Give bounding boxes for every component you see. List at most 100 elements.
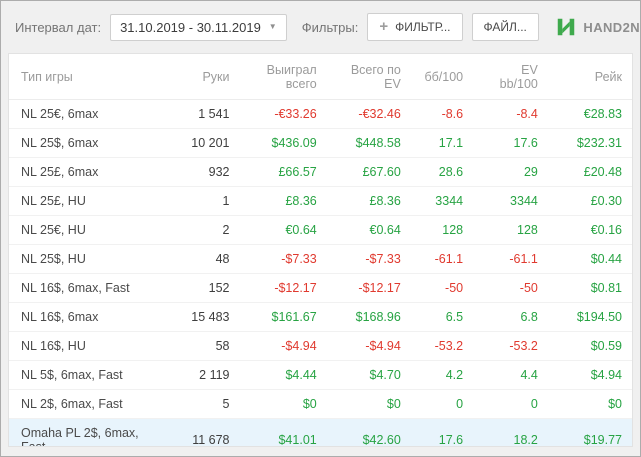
column-header-ev-bb100[interactable]: EV bb/100 [473, 54, 548, 100]
hands-cell: 932 [170, 157, 240, 187]
rake-cell: €28.83 [547, 99, 632, 129]
rake-cell: $0.44 [547, 244, 632, 274]
table-row[interactable]: NL 25€, 6max 1 541 -€33.26 -€32.46 -8.6 -8.4 €… [9, 99, 632, 129]
ev-bb100-cell: -8.4 [473, 99, 548, 129]
ev-bb100-cell: 0 [473, 389, 548, 419]
hands-cell: 5 [170, 389, 240, 419]
won-total-cell: £66.57 [239, 157, 327, 187]
bb100-cell: 4.2 [410, 360, 474, 390]
hands-cell: 58 [170, 331, 240, 361]
bb100-cell: -53.2 [410, 331, 474, 361]
game-type-cell: NL 2$, 6max, Fast [9, 389, 171, 419]
won-total-cell: -€33.26 [239, 99, 327, 129]
ev-bb100-cell: -61.1 [473, 244, 548, 274]
ev-bb100-cell: -53.2 [473, 331, 548, 361]
hands-cell: 2 [170, 215, 240, 245]
table-row[interactable]: Omaha PL 2$, 6max, Fast 11 678 $41.01 $42.6… [9, 418, 632, 446]
plus-icon: + [379, 18, 389, 35]
stats-panel: Тип игры Руки Выиграл всего Всего по EV бб/1… [8, 53, 633, 447]
ev-total-cell: -€32.46 [326, 99, 411, 129]
brand-text: HAND2N [583, 19, 640, 35]
ev-bb100-cell: 18.2 [473, 418, 548, 446]
file-button-label: ФАЙЛ... [483, 20, 527, 34]
ev-total-cell: -$4.94 [326, 331, 411, 361]
hands-cell: 48 [170, 244, 240, 274]
table-row[interactable]: NL 16$, HU 58 -$4.94 -$4.94 -53.2 -53.2 $0.59 [9, 331, 632, 361]
game-type-cell: NL 25$, 6max [9, 128, 171, 158]
rake-cell: £20.48 [547, 157, 632, 187]
bb100-cell: 128 [410, 215, 474, 245]
bb100-cell: 0 [410, 389, 474, 419]
bb100-cell: -50 [410, 273, 474, 303]
table-row[interactable]: NL 16$, 6max 15 483 $161.67 $168.96 6.5 6.8 $1… [9, 302, 632, 332]
game-type-cell: NL 25€, HU [9, 215, 171, 245]
bb100-cell: 17.6 [410, 418, 474, 446]
date-range-value: 31.10.2019 - 30.11.2019 [120, 19, 261, 35]
game-type-cell: NL 16$, 6max [9, 302, 171, 332]
won-total-cell: -$7.33 [239, 244, 327, 274]
hand2note-logo: HAND2N [555, 16, 640, 38]
game-type-cell: NL 16$, HU [9, 331, 171, 361]
table-row[interactable]: NL 25$, HU 48 -$7.33 -$7.33 -61.1 -61.1 $0.44 [9, 244, 632, 274]
game-type-cell: NL 25$, HU [9, 244, 171, 274]
ev-total-cell: $4.70 [326, 360, 411, 390]
rake-cell: €0.16 [547, 215, 632, 245]
file-button[interactable]: ФАЙЛ... [471, 13, 539, 41]
ev-total-cell: £8.36 [326, 186, 411, 216]
game-type-cell: NL 25€, 6max [9, 99, 171, 129]
table-row[interactable]: NL 16$, 6max, Fast 152 -$12.17 -$12.17 -50 -5… [9, 273, 632, 303]
table-row[interactable]: NL 25£, HU 1 £8.36 £8.36 3344 3344 £0.30 [9, 186, 632, 216]
date-range-picker[interactable]: 31.10.2019 - 30.11.2019 ▼ [110, 13, 287, 41]
column-header-ev-total[interactable]: Всего по EV [326, 54, 411, 100]
table-header-row: Тип игры Руки Выиграл всего Всего по EV бб/1… [9, 54, 632, 100]
ev-bb100-cell: 6.8 [473, 302, 548, 332]
table-row[interactable]: NL 25£, 6max 932 £66.57 £67.60 28.6 29 £20.48 [9, 157, 632, 187]
hands-cell: 1 [170, 186, 240, 216]
table-row[interactable]: NL 5$, 6max, Fast 2 119 $4.44 $4.70 4.2 4.4 $4… [9, 360, 632, 390]
ev-total-cell: €0.64 [326, 215, 411, 245]
column-header-bb100[interactable]: бб/100 [410, 54, 474, 100]
table-body: NL 25€, 6max 1 541 -€33.26 -€32.46 -8.6 -8.4 €… [9, 99, 632, 446]
rake-cell: $232.31 [547, 128, 632, 158]
ev-bb100-cell: 4.4 [473, 360, 548, 390]
rake-cell: $4.94 [547, 360, 632, 390]
column-header-won-total[interactable]: Выиграл всего [239, 54, 327, 100]
stats-table: Тип игры Руки Выиграл всего Всего по EV бб/1… [9, 54, 632, 446]
rake-cell: $0.81 [547, 273, 632, 303]
won-total-cell: $0 [239, 389, 327, 419]
won-total-cell: $436.09 [239, 128, 327, 158]
hands-cell: 15 483 [170, 302, 240, 332]
won-total-cell: -$12.17 [239, 273, 327, 303]
table-row[interactable]: NL 2$, 6max, Fast 5 $0 $0 0 0 $0 [9, 389, 632, 419]
rake-cell: $0 [547, 389, 632, 419]
bb100-cell: 6.5 [410, 302, 474, 332]
ev-bb100-cell: 3344 [473, 186, 548, 216]
table-row[interactable]: NL 25€, HU 2 €0.64 €0.64 128 128 €0.16 [9, 215, 632, 245]
column-header-game-type[interactable]: Тип игры [9, 54, 171, 100]
rake-cell: $194.50 [547, 302, 632, 332]
table-row[interactable]: NL 25$, 6max 10 201 $436.09 $448.58 17.1 17.6… [9, 128, 632, 158]
game-type-cell: NL 16$, 6max, Fast [9, 273, 171, 303]
won-total-cell: £8.36 [239, 186, 327, 216]
game-type-cell: Omaha PL 2$, 6max, Fast [9, 418, 171, 446]
rake-cell: $0.59 [547, 331, 632, 361]
ev-bb100-cell: 128 [473, 215, 548, 245]
bb100-cell: 28.6 [410, 157, 474, 187]
hands-cell: 2 119 [170, 360, 240, 390]
bb100-cell: 3344 [410, 186, 474, 216]
hands-cell: 152 [170, 273, 240, 303]
bb100-cell: 17.1 [410, 128, 474, 158]
chevron-down-icon: ▼ [268, 22, 277, 31]
ev-bb100-cell: -50 [473, 273, 548, 303]
column-header-rake[interactable]: Рейк [547, 54, 632, 100]
ev-bb100-cell: 29 [473, 157, 548, 187]
game-type-cell: NL 5$, 6max, Fast [9, 360, 171, 390]
won-total-cell: $41.01 [239, 418, 327, 446]
add-filter-button[interactable]: + ФИЛЬТР... [367, 13, 463, 41]
hand2note-logo-icon [558, 18, 575, 36]
ev-total-cell: £67.60 [326, 157, 411, 187]
column-header-hands[interactable]: Руки [170, 54, 240, 100]
ev-total-cell: -$12.17 [326, 273, 411, 303]
hands-cell: 10 201 [170, 128, 240, 158]
